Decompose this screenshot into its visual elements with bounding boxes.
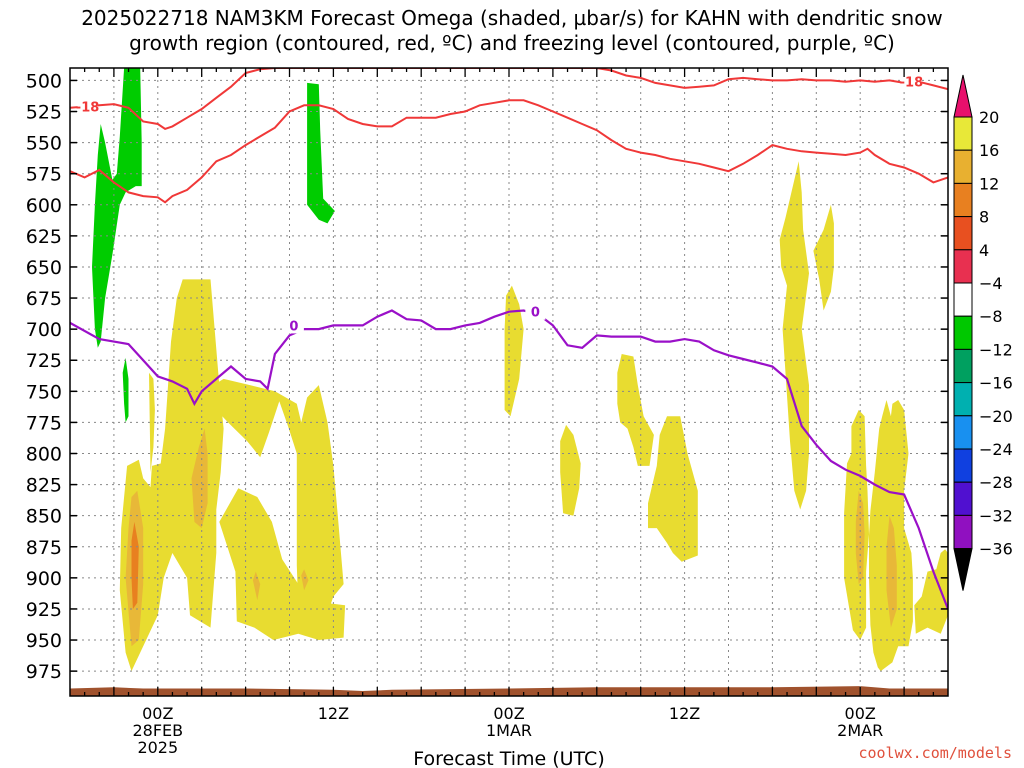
site-credit: coolwx.com/models — [858, 744, 1012, 762]
y-tick-label: 725 — [26, 350, 62, 372]
colorbar-label: 8 — [979, 208, 989, 227]
x-tick-label: 00Z — [845, 704, 876, 723]
y-tick-label: 950 — [26, 630, 62, 652]
omega-region-positive — [252, 571, 261, 601]
omega-region-positive — [301, 569, 309, 591]
colorbar-label: −32 — [979, 506, 1013, 525]
omega-region-positive — [617, 354, 654, 466]
x-axis-label: Forecast Time (UTC) — [413, 748, 604, 768]
colorbar-swatch — [953, 216, 973, 251]
colorbar-label: −16 — [979, 374, 1013, 393]
y-tick-label: 750 — [26, 381, 62, 403]
y-tick-label: 625 — [26, 226, 62, 248]
freezing-label-right-bg — [525, 303, 546, 320]
omega-region-positive — [886, 515, 897, 628]
colorbar-top-arrow — [953, 74, 973, 118]
dgz-contour-upper — [70, 68, 948, 131]
x-tick-label: 2MAR — [837, 721, 883, 740]
colorbar-label: −24 — [979, 440, 1013, 459]
x-tick-label: 12Z — [318, 704, 349, 723]
colorbar-swatch — [953, 315, 973, 350]
x-tick-label: 00Z — [142, 704, 173, 723]
title-line-1: 2025022718 NAM3KM Forecast Omega (shaded… — [81, 6, 943, 30]
omega-region-positive — [560, 424, 581, 516]
omega-region-positive — [119, 279, 224, 672]
y-tick-label: 875 — [26, 537, 62, 559]
y-tick-label: 775 — [26, 412, 62, 434]
omega-region-negative — [122, 357, 129, 423]
colorbar-bottom-arrow — [953, 548, 973, 591]
dgz-label-left-bg — [77, 98, 98, 115]
freezing-label-left: 0 — [289, 319, 298, 334]
omega-region-positive — [813, 204, 834, 311]
dgz-contour-lower — [70, 99, 948, 204]
x-tick-label: 2025 — [137, 738, 178, 757]
colorbar-label: 16 — [979, 141, 999, 160]
colorbar-swatch — [953, 415, 973, 450]
colorbar-swatch — [953, 514, 973, 550]
colorbar-swatch — [953, 116, 973, 151]
freezing-label-right: 0 — [531, 306, 540, 321]
omega-region-negative — [92, 68, 142, 348]
dgz-label-right: -18 — [900, 76, 924, 91]
chart-title: 2025022718 NAM3KM Forecast Omega (shaded… — [0, 6, 1024, 56]
y-tick-label: 675 — [26, 288, 62, 310]
colorbar-swatch — [953, 149, 973, 184]
x-tick-label: 00Z — [493, 704, 524, 723]
y-tick-label: 700 — [26, 319, 62, 341]
colorbar-label: 12 — [979, 174, 999, 193]
colorbar-label: −36 — [979, 540, 1013, 559]
y-tick-label: 500 — [26, 70, 62, 92]
colorbar-swatch — [953, 448, 973, 483]
omega-region-negative — [307, 82, 335, 224]
y-tick-label: 850 — [26, 506, 62, 528]
x-tick-label: 28FEB — [132, 721, 183, 740]
omega-region-positive — [149, 372, 155, 473]
y-tick-label: 525 — [26, 102, 62, 124]
omega-region-positive — [648, 416, 698, 562]
omega-region-positive — [504, 285, 524, 417]
dgz-label-left: -18 — [76, 101, 100, 116]
colorbar-label: −20 — [979, 407, 1013, 426]
colorbar-label: −8 — [979, 307, 1003, 326]
colorbar: 20 16 12 8 4 −4 −8 −12 −16 −20 −24 −28 −32 −36 — [953, 74, 1013, 591]
colorbar-swatch — [953, 481, 973, 516]
colorbar-swatch — [953, 382, 973, 417]
y-tick-label: 650 — [26, 257, 62, 279]
freezing-label-left-bg — [283, 317, 304, 334]
omega-region-positive — [210, 378, 344, 622]
y-tick-label: 975 — [26, 661, 62, 683]
colorbar-swatch — [953, 348, 973, 384]
y-tick-label: 825 — [26, 475, 62, 497]
colorbar-label: −12 — [979, 340, 1013, 359]
y-tick-label: 550 — [26, 133, 62, 155]
y-tick-label: 575 — [26, 164, 62, 186]
colorbar-label: 4 — [979, 241, 989, 260]
freezing-level-contour — [70, 309, 948, 610]
omega-region-positive — [779, 161, 809, 510]
title-line-2: growth region (contoured, red, ºC) and f… — [129, 31, 895, 55]
omega-region-positive — [219, 488, 346, 640]
y-tick-label: 900 — [26, 568, 62, 590]
y-tick-label: 800 — [26, 444, 62, 466]
y-tick-label: 925 — [26, 599, 62, 621]
colorbar-swatch — [953, 282, 973, 317]
dgz-label-right-bg — [901, 73, 922, 90]
colorbar-label: −28 — [979, 473, 1013, 492]
x-tick-label: 12Z — [669, 704, 700, 723]
x-tick-label: 1MAR — [486, 721, 532, 740]
y-tick-label: 600 — [26, 195, 62, 217]
colorbar-swatch — [953, 249, 973, 284]
colorbar-swatch — [953, 182, 973, 218]
omega-region-positive — [131, 521, 139, 609]
omega-region-positive — [914, 549, 948, 634]
colorbar-label: 20 — [979, 108, 999, 127]
colorbar-label: −4 — [979, 274, 1003, 293]
